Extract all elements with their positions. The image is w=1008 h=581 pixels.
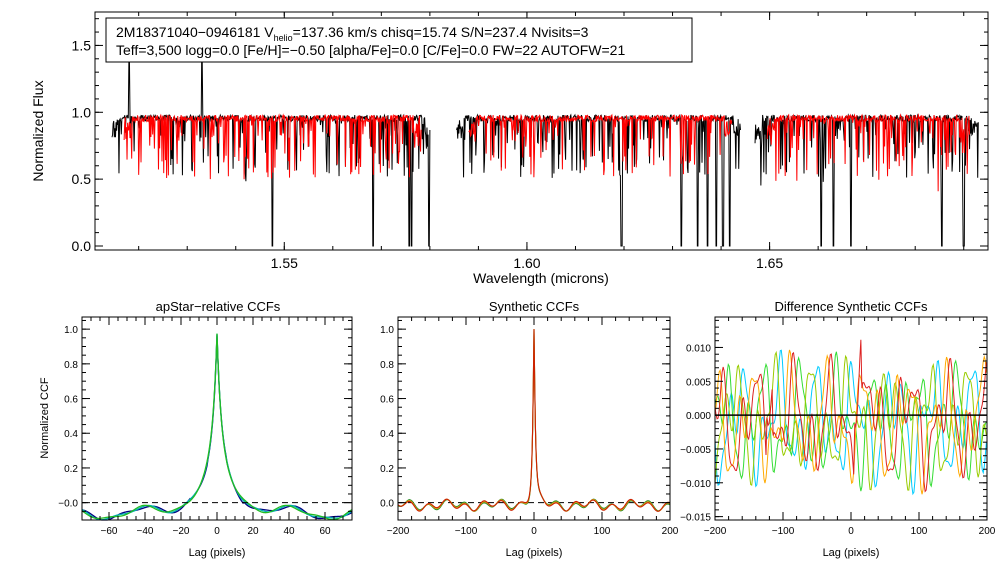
apstar-ccf-visit-1 <box>81 335 353 521</box>
ytick-label: 1.0 <box>380 325 394 336</box>
xtick-label: 1.55 <box>271 255 298 271</box>
xtick-label: 0 <box>214 526 220 537</box>
ytick-label: 1.0 <box>64 325 78 336</box>
xtick-label: −40 <box>137 526 154 537</box>
annotation-box <box>105 17 693 63</box>
ytick-label: 0.0 <box>72 238 92 254</box>
spectrum-observed-chip-2 <box>456 113 741 247</box>
ytick-label: −0.015 <box>680 513 711 524</box>
ytick-label: 1.5 <box>72 37 92 53</box>
ytick-label: 0.4 <box>64 429 78 440</box>
spectrum-ticks: 1.55 1.60 1.65 0.0 0.5 1.0 1.5 <box>72 12 988 271</box>
spectrum-curves <box>111 60 979 247</box>
xtick-label: −100 <box>455 526 478 537</box>
difference-ccf-curves <box>714 339 987 496</box>
spectrum-panel: 1.55 1.60 1.65 0.0 0.5 1.0 1.5 2M18371040−0946… <box>30 11 989 286</box>
xtick-label: 100 <box>911 526 928 537</box>
spectrum-axes-frame <box>94 11 989 251</box>
ytick-label: 0.2 <box>380 464 394 475</box>
spectrum-model-chip-1 <box>123 113 422 180</box>
synthetic-ccf-panel: Synthetic CCFs −200 −100 0 100 200 0.0 0.2 0.4 0… <box>380 299 679 559</box>
apstar-ccf-curves <box>81 333 353 521</box>
xtick-label: −100 <box>772 526 795 537</box>
synthetic-ccf-ticks: −200 −100 0 100 200 0.0 0.2 0.4 0.6 0.8 1.0 <box>380 317 679 537</box>
spectrum-ylabel: Normalized Flux <box>30 80 46 181</box>
spectrum-model-chip-3 <box>766 113 971 192</box>
apstar-ccf-ylabel: Normalized CCF <box>39 377 51 459</box>
apstar-ccf-panel: apStar−relative CCFs −60 −40 −20 0 20 40 60 −0.… <box>39 299 353 559</box>
apstar-ccf-visit-3 <box>81 333 353 521</box>
difference-ccf-visit-4 <box>714 349 987 495</box>
xtick-label: 1.60 <box>513 255 540 271</box>
difference-ccf-visit-5 <box>714 339 987 493</box>
xtick-label: −20 <box>173 526 190 537</box>
difference-ccf-panel: Difference Synthetic CCFs −200 −100 0 100 20… <box>680 299 996 559</box>
synthetic-ccf-curves <box>397 329 671 512</box>
apstar-ccf-ticks: −60 −40 −20 0 20 40 60 −0.0 0.2 0.4 0.6 0.8 1.0 <box>58 317 353 537</box>
synthetic-ccf-title: Synthetic CCFs <box>489 299 580 314</box>
synthetic-ccf-xlabel: Lag (pixels) <box>506 547 563 559</box>
ytick-label: 0.0 <box>380 499 394 510</box>
xtick-label: 0 <box>848 526 854 537</box>
ytick-label: −0.0 <box>58 499 78 510</box>
difference-ccf-visit-2 <box>714 351 987 492</box>
synthetic-ccf-visit-3 <box>397 329 671 512</box>
ytick-label: 0.4 <box>380 429 394 440</box>
xtick-label: 40 <box>283 526 295 537</box>
ytick-label: 0.8 <box>380 360 394 371</box>
spectrum-xlabel: Wavelength (microns) <box>473 270 609 286</box>
xtick-label: 20 <box>247 526 259 537</box>
ytick-label: 0.005 <box>686 377 711 388</box>
ytick-label: 0.8 <box>64 360 78 371</box>
ytick-label: −0.005 <box>680 445 711 456</box>
difference-ccf-title: Difference Synthetic CCFs <box>775 299 928 314</box>
xtick-label: 200 <box>662 526 679 537</box>
ytick-label: 0.5 <box>72 171 92 187</box>
apstar-ccf-xlabel: Lag (pixels) <box>189 547 246 559</box>
ytick-label: 0.6 <box>380 395 394 406</box>
xtick-label: 100 <box>594 526 611 537</box>
difference-ccf-visit-3 <box>714 350 987 491</box>
ytick-label: −0.010 <box>680 479 711 490</box>
xtick-label: −200 <box>387 526 410 537</box>
xtick-label: 1.65 <box>756 255 783 271</box>
ytick-label: 0.010 <box>686 343 711 354</box>
difference-ccf-ticks: −200 −100 0 100 200 −0.015 −0.010 −0.005 0.000 0.… <box>680 317 996 537</box>
xtick-label: 60 <box>319 526 331 537</box>
annotation-line1: 2M18371040−0946181 Vhelio=137.36 km/s ch… <box>116 24 589 43</box>
ytick-label: 0.000 <box>686 411 711 422</box>
xtick-label: −60 <box>101 526 118 537</box>
apstar-ccf-visit-2 <box>81 333 353 521</box>
apstar-ccf-title: apStar−relative CCFs <box>156 299 281 314</box>
xtick-label: 200 <box>979 526 996 537</box>
spectrum-model-chip-2 <box>468 113 733 178</box>
annotation-line2: Teff=3,500 logg=0.0 [Fe/H]=−0.50 [alpha/… <box>116 42 625 58</box>
ytick-label: 0.2 <box>64 464 78 475</box>
ytick-label: 1.0 <box>72 104 92 120</box>
difference-ccf-visit-1 <box>714 349 987 496</box>
difference-ccf-xlabel: Lag (pixels) <box>823 547 880 559</box>
xtick-label: 0 <box>531 526 537 537</box>
xtick-label: −200 <box>704 526 727 537</box>
ytick-label: 0.6 <box>64 395 78 406</box>
